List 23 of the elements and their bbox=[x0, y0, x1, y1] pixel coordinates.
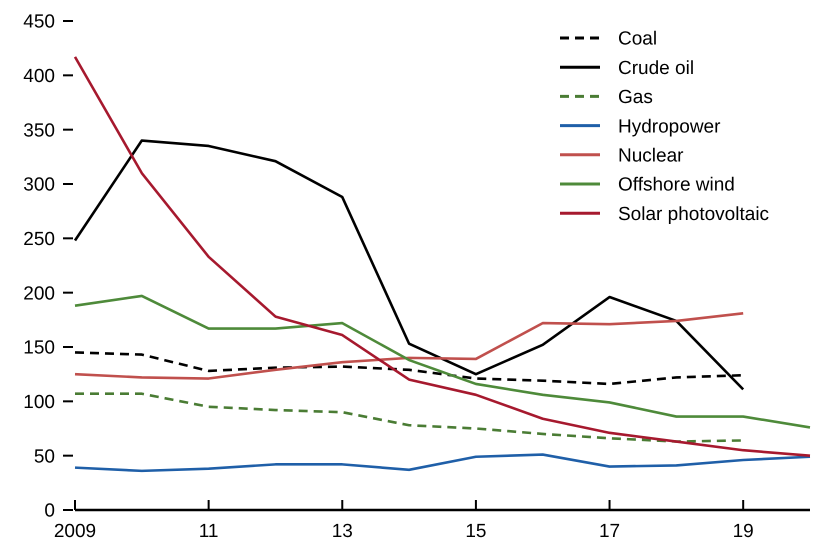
y-tick-label: 200 bbox=[23, 283, 55, 304]
legend-label: Crude oil bbox=[618, 58, 694, 79]
legend-label: Nuclear bbox=[618, 145, 684, 166]
y-tick-label: 400 bbox=[23, 66, 55, 87]
y-tick-label: 300 bbox=[23, 174, 55, 196]
y-tick-label: 100 bbox=[23, 392, 55, 413]
x-tick-label: 15 bbox=[465, 521, 486, 542]
x-tick-label: 2009 bbox=[54, 521, 96, 542]
y-tick-label: 450 bbox=[23, 12, 55, 33]
y-tick-label: 250 bbox=[23, 228, 55, 250]
x-tick-label: 17 bbox=[598, 521, 620, 542]
legend-label: Coal bbox=[618, 28, 658, 50]
legend-label: Gas bbox=[618, 87, 653, 108]
y-tick-label: 150 bbox=[23, 338, 55, 359]
x-tick-label: 11 bbox=[198, 521, 219, 542]
legend-label: Offshore wind bbox=[618, 174, 735, 196]
legend-label: Solar photovoltaic bbox=[618, 204, 770, 225]
legend-label: Hydropower bbox=[618, 116, 722, 138]
x-tick-label: 13 bbox=[332, 521, 353, 542]
y-tick-label: 350 bbox=[23, 120, 55, 142]
x-tick-label: 19 bbox=[732, 521, 754, 542]
y-tick-label: 50 bbox=[34, 446, 55, 468]
y-tick-label: 0 bbox=[44, 500, 55, 522]
